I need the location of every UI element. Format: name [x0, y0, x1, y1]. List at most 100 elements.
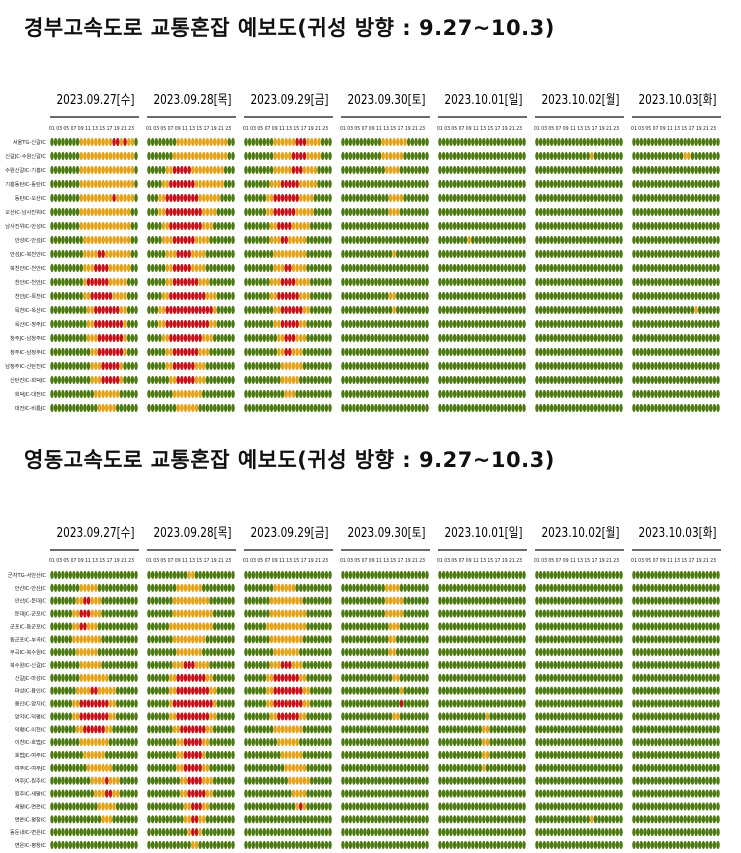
congestion-dot: [223, 609, 228, 618]
congestion-dot: [654, 151, 658, 161]
congestion-dot: [61, 725, 65, 734]
congestion-dot: [712, 263, 717, 273]
congestion-dot: [568, 305, 572, 315]
congestion-dot: [75, 193, 80, 203]
congestion-dot: [317, 235, 321, 245]
congestion-dot: [676, 137, 680, 147]
congestion-dot: [273, 828, 277, 837]
congestion-dot: [90, 179, 94, 189]
congestion-dot: [227, 151, 232, 161]
congestion-dot: [518, 249, 523, 259]
congestion-dot: [280, 207, 285, 217]
congestion-dot: [183, 151, 188, 161]
congestion-dot: [460, 207, 464, 217]
congestion-dot: [61, 750, 65, 760]
congestion-dot: [191, 622, 195, 631]
congestion-dot: [223, 347, 228, 357]
congestion-dot: [452, 305, 457, 315]
congestion-dot: [665, 277, 669, 287]
congestion-dot: [421, 403, 426, 413]
congestion-dot: [105, 277, 109, 287]
segment-label: 면온IC-평창IC: [15, 841, 47, 849]
congestion-dot: [247, 361, 252, 371]
congestion-dot: [535, 403, 539, 413]
congestion-dot: [522, 333, 526, 343]
congestion-dot: [251, 361, 256, 371]
congestion-dot: [212, 165, 217, 175]
congestion-dot: [247, 686, 252, 695]
congestion-dot: [716, 291, 720, 301]
congestion-dot: [597, 263, 601, 273]
congestion-dot: [542, 263, 547, 273]
congestion-dot: [266, 193, 270, 203]
congestion-dot: [328, 738, 332, 747]
congestion-dot: [112, 319, 116, 329]
congestion-dot: [701, 165, 706, 175]
congestion-dot: [683, 305, 687, 315]
congestion-dot: [590, 291, 594, 301]
congestion-dot: [150, 291, 155, 301]
congestion-dot: [223, 570, 228, 580]
gyeongbu-chart-title: 경부고속도로 교통혼잡 예보도(귀성 방향 : 9.27~10.3): [24, 16, 555, 40]
congestion-dot: [255, 789, 259, 798]
congestion-dot: [223, 235, 228, 245]
congestion-dot: [220, 609, 224, 618]
congestion-dot: [247, 249, 252, 259]
congestion-dot: [115, 763, 120, 772]
congestion-dot: [158, 389, 162, 399]
congestion-dot: [463, 375, 468, 385]
congestion-dot: [105, 699, 109, 708]
congestion-dot: [191, 750, 195, 760]
congestion-dot: [328, 622, 332, 631]
congestion-dot: [535, 235, 539, 245]
congestion-dot: [313, 583, 318, 592]
congestion-dot: [123, 673, 127, 682]
congestion-dot: [687, 319, 691, 329]
congestion-dot: [269, 648, 274, 657]
congestion-dot: [410, 249, 415, 259]
congestion-dot: [672, 193, 676, 203]
congestion-dot: [493, 319, 497, 329]
congestion-dot: [194, 263, 199, 273]
congestion-dot: [169, 596, 173, 605]
congestion-dot: [191, 403, 195, 413]
congestion-dot: [75, 815, 80, 824]
congestion-dot: [553, 319, 558, 329]
congestion-dot: [216, 570, 221, 580]
congestion-dot: [716, 137, 720, 147]
congestion-dot: [134, 596, 138, 605]
congestion-dot: [112, 291, 116, 301]
congestion-dot: [456, 179, 461, 189]
congestion-dot: [130, 291, 135, 301]
congestion-dot: [582, 389, 587, 399]
congestion-dot: [255, 738, 259, 747]
congestion-dot: [716, 347, 720, 357]
congestion-dot: [223, 828, 228, 837]
congestion-dot: [474, 305, 479, 315]
congestion-dot: [205, 738, 210, 747]
congestion-dot: [615, 403, 620, 413]
congestion-dot: [661, 137, 665, 147]
congestion-dot: [683, 193, 687, 203]
congestion-dot: [317, 789, 321, 798]
congestion-dot: [590, 403, 594, 413]
congestion-dot: [112, 802, 116, 811]
congestion-dot: [489, 179, 493, 189]
congestion-dot: [324, 291, 329, 301]
congestion-dot: [61, 763, 65, 772]
congestion-dot: [75, 828, 80, 837]
congestion-dot: [352, 375, 356, 385]
congestion-dot: [269, 738, 274, 747]
congestion-dot: [471, 403, 475, 413]
congestion-dot: [654, 291, 658, 301]
congestion-dot: [61, 221, 65, 231]
congestion-dot: [147, 375, 151, 385]
congestion-dot: [83, 828, 87, 837]
congestion-dot: [359, 179, 364, 189]
congestion-dot: [220, 319, 224, 329]
congestion-dot: [460, 305, 464, 315]
congestion-dot: [553, 235, 558, 245]
congestion-dot: [154, 291, 159, 301]
congestion-dot: [183, 596, 188, 605]
congestion-dot: [154, 660, 159, 670]
